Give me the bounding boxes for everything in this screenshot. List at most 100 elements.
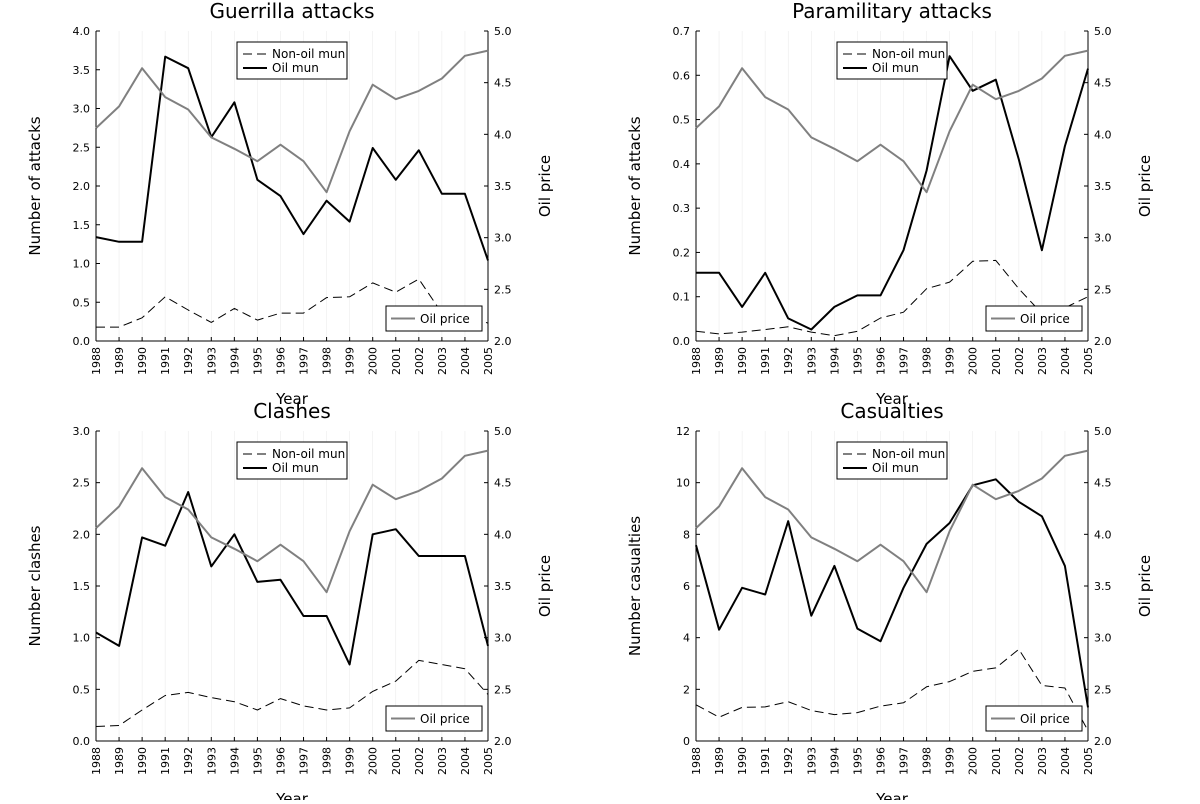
x-tick-label: 2005 [1082,747,1095,775]
right-tick-label: 4.0 [1094,128,1112,141]
x-tick-label: 1989 [713,347,726,375]
series-line-oil-price [695,449,1089,594]
right-tick-label: 3.0 [1094,632,1112,645]
right-tick-label: 3.5 [494,180,512,193]
series-line-non-oil [95,659,489,727]
x-tick-label: 1989 [113,347,126,375]
x-tick-label: 1996 [874,347,887,375]
right-tick-label: 4.0 [494,128,512,141]
x-tick-label: 2003 [436,747,449,775]
right-tick-label: 4.0 [1094,528,1112,541]
left-tick-label: 0 [683,735,690,748]
x-tick-label: 1994 [228,347,241,375]
right-axis-label: Oil price [536,155,554,217]
chart-panel-1: 0.0 0.5 1.0 1.5 2.0 2.5 3.0 3.5 4.0 2.0 2.5 3.0 3.5 4… [26,0,554,408]
left-tick-label: 0.5 [673,114,691,127]
legend-box [236,441,348,480]
chart-panel-4: 0 2 4 6 8 10 12 2.0 2.5 3.0 3.5 4.0 4.5 5.0 1988 1989 19… [626,399,1154,804]
series-line-oil-price [95,49,489,194]
legend-label-oil: Oil mun [272,461,319,475]
x-tick-label: 1994 [828,747,841,775]
right-tick-label: 5.0 [494,25,512,38]
x-tick-label: 1988 [90,347,103,375]
series-line-non-oil [695,259,1089,337]
x-tick-label: 1996 [274,747,287,775]
x-axis-label: Year [275,390,309,408]
x-tick-label: 2000 [367,347,380,375]
left-tick-label: 1.5 [73,219,91,232]
x-tick-label: 1991 [159,347,172,375]
x-tick-label: 1999 [344,347,357,375]
left-tick-label: 2.5 [73,141,91,154]
x-tick-label: 2003 [1036,347,1049,375]
left-tick-label: 0.0 [73,335,91,348]
right-tick-label: 4.0 [494,528,512,541]
x-tick-label: 1988 [90,747,103,775]
x-tick-label: 2004 [459,347,472,375]
right-tick-label: 2.5 [1094,683,1112,696]
chart-title: Paramilitary attacks [792,0,992,23]
left-tick-label: 10 [676,477,690,490]
x-axis-label: Year [875,790,909,800]
x-tick-label: 1991 [759,747,772,775]
x-tick-label: 1990 [136,747,149,775]
x-tick-label: 1988 [690,347,703,375]
x-tick-label: 2002 [413,347,426,375]
right-tick-label: 5.0 [1094,425,1112,438]
x-tick-label: 1995 [251,747,264,775]
x-tick-label: 1989 [113,747,126,775]
right-tick-label: 3.0 [494,632,512,645]
legend-label-non-oil: Non-oil mun [872,47,945,61]
right-tick-label: 4.5 [1094,77,1112,90]
left-tick-label: 0.1 [673,291,691,304]
x-tick-label: 1988 [690,747,703,775]
series-line-non-oil [695,648,1089,731]
x-tick-label: 1990 [736,747,749,775]
x-tick-label: 2004 [459,747,472,775]
x-tick-label: 2001 [990,347,1003,375]
series-line-oil [695,478,1089,708]
x-tick-label: 1993 [205,747,218,775]
legend-label-price: Oil price [420,712,470,726]
chart-title: Guerrilla attacks [209,0,374,23]
right-tick-label: 2.5 [494,283,512,296]
right-tick-label: 3.5 [1094,580,1112,593]
left-tick-label: 0.5 [73,296,91,309]
x-tick-label: 1994 [828,347,841,375]
x-tick-label: 1999 [944,747,957,775]
right-axis-label: Oil price [1136,555,1154,617]
left-tick-label: 3.5 [73,64,91,77]
x-tick-label: 1998 [321,747,334,775]
series-line-oil [95,55,489,261]
x-tick-label: 1992 [782,347,795,375]
x-tick-label: 1992 [782,747,795,775]
x-tick-label: 1995 [851,747,864,775]
y-axis-label: Number clashes [26,525,44,646]
x-tick-label: 2002 [1013,747,1026,775]
x-tick-label: 1989 [713,747,726,775]
legend-label-non-oil: Non-oil mun [272,47,345,61]
x-tick-label: 2002 [413,747,426,775]
left-tick-label: 1.0 [73,258,91,271]
series-line-oil-price [95,449,489,594]
right-tick-label: 2.0 [494,735,512,748]
x-tick-label: 1996 [874,747,887,775]
left-tick-label: 8 [683,528,690,541]
x-tick-label: 1991 [759,347,772,375]
left-tick-label: 0.4 [673,158,691,171]
series-line-non-oil [96,278,489,328]
x-tick-label: 2001 [390,347,403,375]
x-tick-label: 2005 [482,347,495,375]
x-tick-label: 1995 [851,347,864,375]
x-tick-label: 2002 [1013,347,1026,375]
x-tick-label: 1993 [805,747,818,775]
x-tick-label: 2003 [1036,747,1049,775]
x-tick-label: 2005 [482,747,495,775]
chart-title: Clashes [253,399,331,423]
x-tick-label: 2000 [367,747,380,775]
left-tick-label: 2.5 [73,477,91,490]
left-tick-label: 0.2 [673,246,691,259]
right-axis-label: Oil price [536,555,554,617]
right-tick-label: 4.5 [494,477,512,490]
right-tick-label: 2.0 [494,335,512,348]
